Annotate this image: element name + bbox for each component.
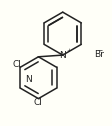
Text: Cl: Cl bbox=[33, 98, 42, 107]
Text: N: N bbox=[25, 75, 31, 84]
Text: N: N bbox=[59, 51, 66, 60]
Text: +: + bbox=[66, 48, 71, 53]
Text: Br: Br bbox=[93, 50, 103, 59]
Text: Cl: Cl bbox=[12, 60, 21, 69]
Text: −: − bbox=[97, 47, 102, 52]
